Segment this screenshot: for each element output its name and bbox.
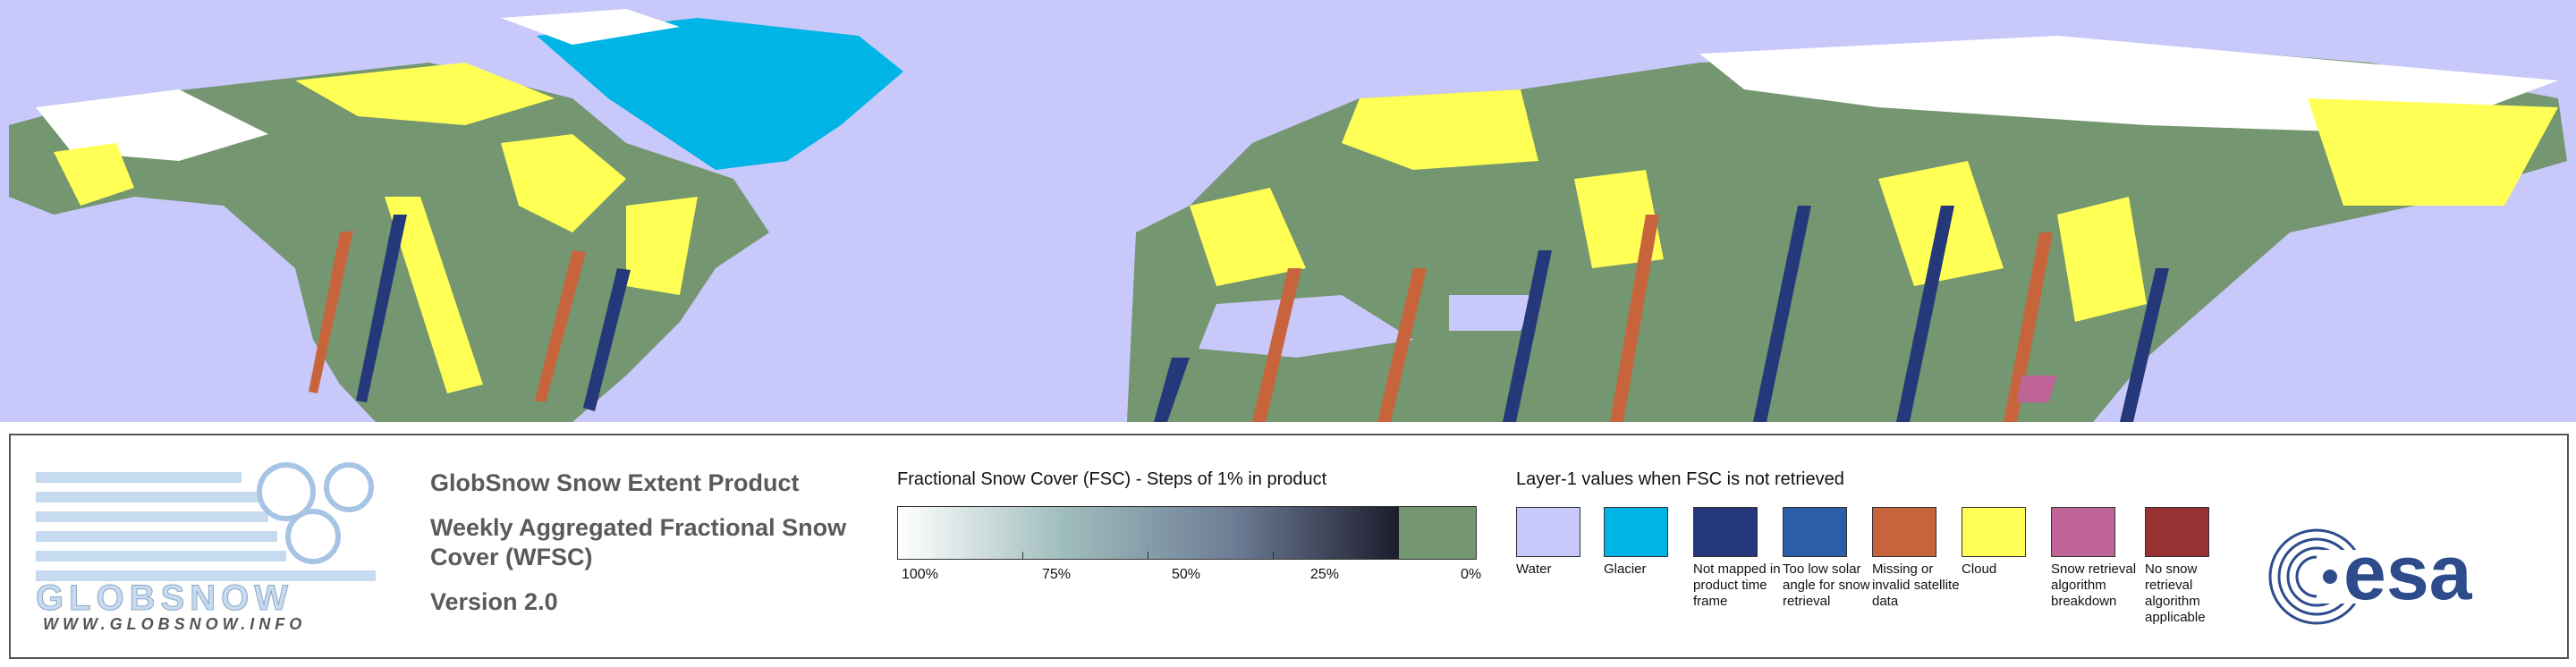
globsnow-logo: GLOBSNOW WWW.GLOBSNOW.INFO <box>36 462 376 633</box>
fsc-tick-label: 25% <box>1310 567 1340 582</box>
class-label: Not mapped in product time frame <box>1693 561 1781 609</box>
esa-logo: esa <box>2268 528 2473 625</box>
product-title: GlobSnow Snow Extent Product <box>430 469 800 496</box>
class-swatch <box>1516 507 1580 557</box>
class-swatch <box>1693 507 1758 557</box>
fsc-title: Fractional Snow Cover (FSC) - Steps of 1… <box>897 469 1327 489</box>
fsc-tick-mark <box>1022 552 1023 559</box>
class-label: Too low solar angle for snow retrieval <box>1783 561 1870 609</box>
esa-text: esa <box>2343 530 2473 616</box>
class-label: Water <box>1516 561 1552 577</box>
class-label: Snow retrieval algorithm breakdown <box>2051 561 2137 609</box>
snow-map <box>0 0 2576 422</box>
class-label: Glacier <box>1604 561 1647 577</box>
class-label: No snow retrieval algorithm applicable <box>2145 561 2206 625</box>
fsc-gradient <box>898 507 1399 559</box>
class-swatch <box>1872 507 1936 557</box>
product-subtitle: Weekly Aggregated Fractional Snow Cover … <box>430 514 847 570</box>
logo-text: GLOBSNOW <box>36 578 293 618</box>
legend-panel <box>9 434 2569 659</box>
fsc-tick-label: 75% <box>1042 567 1072 582</box>
class-swatch <box>2145 507 2209 557</box>
class-label: Cloud <box>1962 561 1997 577</box>
website: WWW.GLOBSNOW.INFO <box>43 615 306 633</box>
fsc-tick-mark <box>1273 552 1274 559</box>
version: Version 2.0 <box>430 588 558 615</box>
class-swatch <box>2051 507 2115 557</box>
fsc-tick-label: 0% <box>1461 567 1482 582</box>
class-label: Missing or invalid satellite data <box>1872 561 1960 609</box>
fsc-colorbar <box>897 506 1477 560</box>
class-swatch <box>1604 507 1668 557</box>
class-swatch <box>1962 507 2026 557</box>
fsc-tick-label: 50% <box>1172 567 1201 582</box>
fsc-zero-swatch <box>1399 507 1476 559</box>
fsc-tick-label: 100% <box>902 567 938 582</box>
layer1-title: Layer-1 values when FSC is not retrieved <box>1516 469 1844 489</box>
class-swatch <box>1783 507 1847 557</box>
